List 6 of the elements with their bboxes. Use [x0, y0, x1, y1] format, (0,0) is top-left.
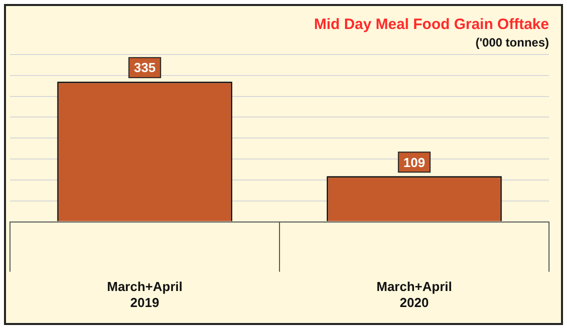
x-tick-label: March+April 2019 [107, 279, 182, 310]
data-label: 109 [403, 154, 426, 170]
chart-subtitle: ('000 tonnes) [475, 36, 549, 50]
x-tick-label: March+April 2020 [376, 279, 452, 310]
data-label: 335 [134, 60, 156, 76]
chart-title: Mid Day Meal Food Grain Offtake [314, 16, 549, 34]
